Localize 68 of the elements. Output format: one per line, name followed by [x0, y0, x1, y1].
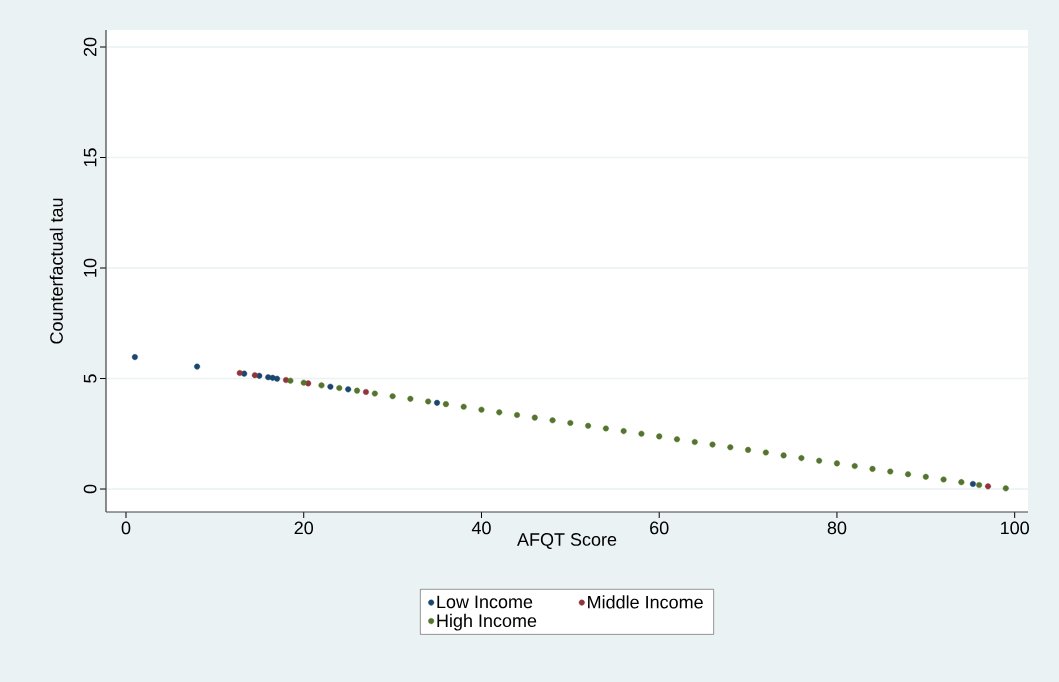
point [194, 363, 201, 370]
x-tick-label: 20 [294, 521, 314, 535]
point [691, 438, 698, 445]
point [425, 398, 432, 405]
point [478, 406, 485, 413]
point [656, 433, 663, 440]
point [434, 399, 441, 406]
legend-label: Middle Income [588, 595, 703, 609]
point [442, 401, 449, 408]
point [496, 409, 503, 416]
point [371, 390, 378, 397]
point [798, 455, 805, 462]
point [958, 479, 965, 486]
point [1002, 485, 1009, 492]
point [620, 428, 627, 435]
point [327, 383, 334, 390]
point [567, 419, 574, 426]
point [762, 449, 769, 456]
point [833, 460, 840, 467]
point [514, 411, 521, 418]
y-tick-label: 5 [83, 374, 97, 383]
point [745, 446, 752, 453]
point [354, 387, 361, 394]
point [851, 463, 858, 470]
point [727, 444, 734, 451]
point [300, 379, 307, 386]
y-tick-label: 10 [83, 258, 97, 277]
point [345, 386, 352, 393]
point [969, 480, 976, 487]
legend-label: Low Income [437, 595, 533, 609]
point [318, 382, 325, 389]
x-axis-title: AFQT Score [517, 533, 617, 550]
x-tick-label: 40 [471, 521, 491, 535]
point [985, 483, 992, 490]
point [887, 468, 894, 475]
point [673, 436, 680, 443]
x-tick-label: 80 [827, 521, 847, 535]
y-tick-label: 20 [83, 37, 97, 57]
point [869, 465, 876, 472]
point [602, 425, 609, 432]
point [585, 422, 592, 429]
point [287, 377, 294, 384]
x-tick-label: 0 [121, 521, 131, 535]
point [362, 389, 369, 395]
point [709, 441, 716, 448]
point [940, 476, 947, 483]
point [638, 430, 645, 437]
point [336, 385, 343, 392]
y-axis-title: Counterfactual tau [49, 198, 63, 344]
y-tick-label: 15 [83, 148, 97, 167]
y-tick-label: 0 [83, 484, 97, 494]
x-tick-label: 60 [650, 521, 669, 535]
point [905, 471, 912, 478]
point [274, 375, 281, 382]
point [407, 395, 414, 402]
point [131, 354, 138, 361]
point [531, 414, 538, 421]
legend-label: High Income [437, 613, 537, 631]
point [780, 452, 787, 459]
point [976, 482, 983, 489]
x-tick-label: 100 [1001, 521, 1029, 535]
point [251, 372, 258, 379]
point [389, 393, 396, 400]
point [816, 457, 823, 464]
point [460, 403, 467, 410]
point [236, 369, 243, 376]
point [922, 473, 929, 480]
point [549, 417, 556, 424]
